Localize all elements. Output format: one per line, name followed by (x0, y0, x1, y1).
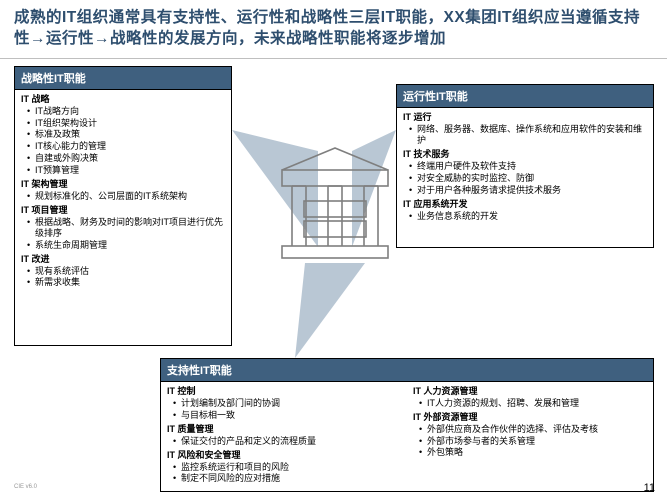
section-items: 监控系统运行和项目的风险制定不同风险的应对措施 (165, 462, 401, 485)
box-operational-header: 运行性IT职能 (397, 85, 653, 108)
section-title: IT 外部资源管理 (413, 412, 647, 423)
section-items: 根据战略、财务及时间的影响对IT项目进行优先级排序系统生命周期管理 (19, 217, 225, 251)
section-items: 外部供应商及合作伙伴的选择、评估及考核外部市场参与者的关系管理外包策略 (411, 424, 647, 459)
list-item: 业务信息系统的开发 (409, 211, 647, 222)
triangle-a (232, 130, 318, 247)
list-item: 外部供应商及合作伙伴的选择、评估及考核 (419, 424, 647, 435)
section-title: IT 应用系统开发 (403, 199, 647, 210)
list-item: 新需求收集 (27, 277, 225, 288)
list-item: 与目标相一致 (173, 410, 401, 421)
box-strategic: 战略性IT职能 IT 战略IT战略方向IT组织架构设计标准及政策IT核心能力的管… (14, 66, 232, 346)
slide: { "title_color": "#2e4e6e", "header_bg":… (0, 0, 667, 500)
list-item: 对安全威胁的实时监控、防御 (409, 173, 647, 184)
list-item: IT组织架构设计 (27, 118, 225, 129)
list-item: IT人力资源的规划、招聘、发展和管理 (419, 398, 647, 409)
section-title: IT 人力资源管理 (413, 386, 647, 397)
triangle-c (295, 263, 365, 358)
box-operational: 运行性IT职能 IT 运行网络、服务器、数据库、操作系统和应用软件的安装和维护I… (396, 84, 654, 248)
list-item: 终端用户硬件及软件支持 (409, 161, 647, 172)
section-items: 规划标准化的、公司层面的IT系统架构 (19, 191, 225, 202)
section-title: IT 战略 (21, 94, 225, 105)
section-items: 保证交付的产品和定义的流程质量 (165, 436, 401, 447)
section-items: 网络、服务器、数据库、操作系统和应用软件的安装和维护 (401, 124, 647, 147)
page-number: 11 (644, 482, 655, 494)
list-item: 规划标准化的、公司层面的IT系统架构 (27, 191, 225, 202)
list-item: 制定不同风险的应对措施 (173, 473, 401, 484)
slide-title: 成熟的IT组织通常具有支持性、运行性和战略性三层IT职能，XX集团IT组织应当遵… (14, 8, 654, 50)
section-items: IT战略方向IT组织架构设计标准及政策IT核心能力的管理自建或外购决策IT预算管… (19, 106, 225, 176)
building-icon (282, 148, 388, 258)
list-item: 外部市场参与者的关系管理 (419, 436, 647, 447)
list-item: 监控系统运行和项目的风险 (173, 462, 401, 473)
section-title: IT 风险和安全管理 (167, 450, 401, 461)
box-operational-body: IT 运行网络、服务器、数据库、操作系统和应用软件的安装和维护 IT 技术服务终端… (397, 108, 653, 226)
list-item: 系统生命周期管理 (27, 240, 225, 251)
section-title: IT 项目管理 (21, 205, 225, 216)
section-title: IT 控制 (167, 386, 401, 397)
list-item: 计划编制及部门间的协调 (173, 398, 401, 409)
box-strategic-body: IT 战略IT战略方向IT组织架构设计标准及政策IT核心能力的管理自建或外购决策… (15, 90, 231, 293)
section-items: 业务信息系统的开发 (401, 211, 647, 222)
list-item: 标准及政策 (27, 129, 225, 140)
section-title: IT 改进 (21, 254, 225, 265)
section-items: IT人力资源的规划、招聘、发展和管理 (411, 398, 647, 409)
list-item: 保证交付的产品和定义的流程质量 (173, 436, 401, 447)
list-item: 网络、服务器、数据库、操作系统和应用软件的安装和维护 (409, 124, 647, 147)
list-item: 对于用户各种服务请求提供技术服务 (409, 185, 647, 196)
section-items: 终端用户硬件及软件支持对安全威胁的实时监控、防御对于用户各种服务请求提供技术服务 (401, 161, 647, 196)
section-items: 计划编制及部门间的协调与目标相一致 (165, 398, 401, 421)
list-item: 外包策略 (419, 447, 647, 458)
box-supportive-header: 支持性IT职能 (161, 359, 653, 382)
section-title: IT 技术服务 (403, 149, 647, 160)
list-item: IT核心能力的管理 (27, 141, 225, 152)
triangle-b (352, 130, 396, 247)
section-title: IT 质量管理 (167, 424, 401, 435)
list-item: 现有系统评估 (27, 266, 225, 277)
box-supportive: 支持性IT职能 IT 控制计划编制及部门间的协调与目标相一致 IT 质量管理保证交… (160, 358, 654, 492)
box-supportive-body: IT 控制计划编制及部门间的协调与目标相一致 IT 质量管理保证交付的产品和定义的… (161, 382, 653, 489)
section-items: 现有系统评估新需求收集 (19, 266, 225, 289)
section-title: IT 架构管理 (21, 179, 225, 190)
box-strategic-header: 战略性IT职能 (15, 67, 231, 90)
list-item: IT战略方向 (27, 106, 225, 117)
list-item: IT预算管理 (27, 165, 225, 176)
title-divider (0, 58, 667, 59)
section-title: IT 运行 (403, 112, 647, 123)
list-item: 自建或外购决策 (27, 153, 225, 164)
footer-mark: CIE v6.0 (14, 484, 37, 490)
list-item: 根据战略、财务及时间的影响对IT项目进行优先级排序 (27, 217, 225, 240)
